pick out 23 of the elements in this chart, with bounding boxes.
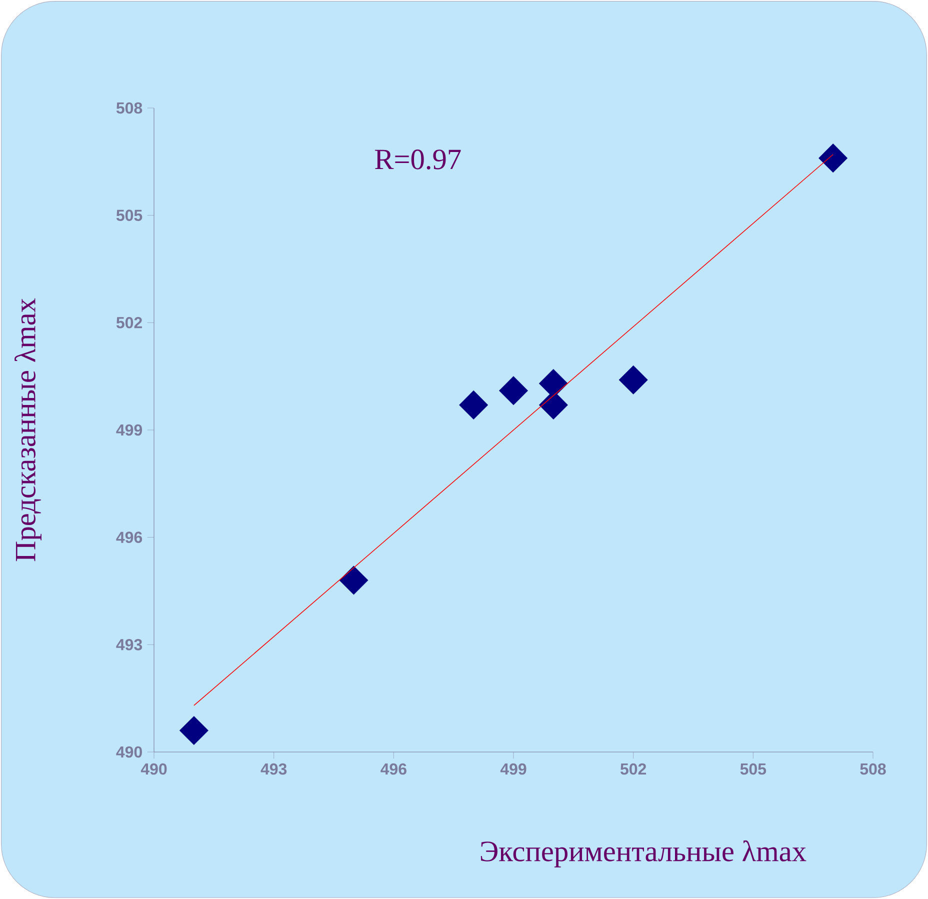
y-tick-label: 496 <box>116 532 142 543</box>
x-tick-label: 496 <box>380 763 406 775</box>
y-tick-label: 493 <box>116 638 142 650</box>
y-tick-label: 490 <box>116 746 142 758</box>
point <box>180 716 208 745</box>
x-tick-label: 490 <box>140 763 167 775</box>
y-tick-label: 499 <box>116 424 142 436</box>
point <box>499 376 528 406</box>
x-axis-title: Экспериментальные λmax <box>480 840 806 868</box>
x-tick-label: 505 <box>740 763 766 775</box>
point <box>818 144 848 172</box>
point <box>459 390 488 420</box>
y-tick-label: 502 <box>116 317 142 328</box>
point <box>339 566 368 595</box>
y-tick-label: 508 <box>116 102 142 114</box>
x-tick-label: 502 <box>620 763 646 775</box>
x-tick-label: 508 <box>860 763 886 775</box>
y-axis-title: Предсказанные λmax <box>14 298 42 562</box>
x-tick-label: 499 <box>500 763 526 775</box>
point <box>618 365 648 394</box>
annotation: R=0.97 <box>374 150 461 170</box>
x-tick-label: 493 <box>260 763 287 775</box>
y-tick-label: 505 <box>116 210 142 221</box>
